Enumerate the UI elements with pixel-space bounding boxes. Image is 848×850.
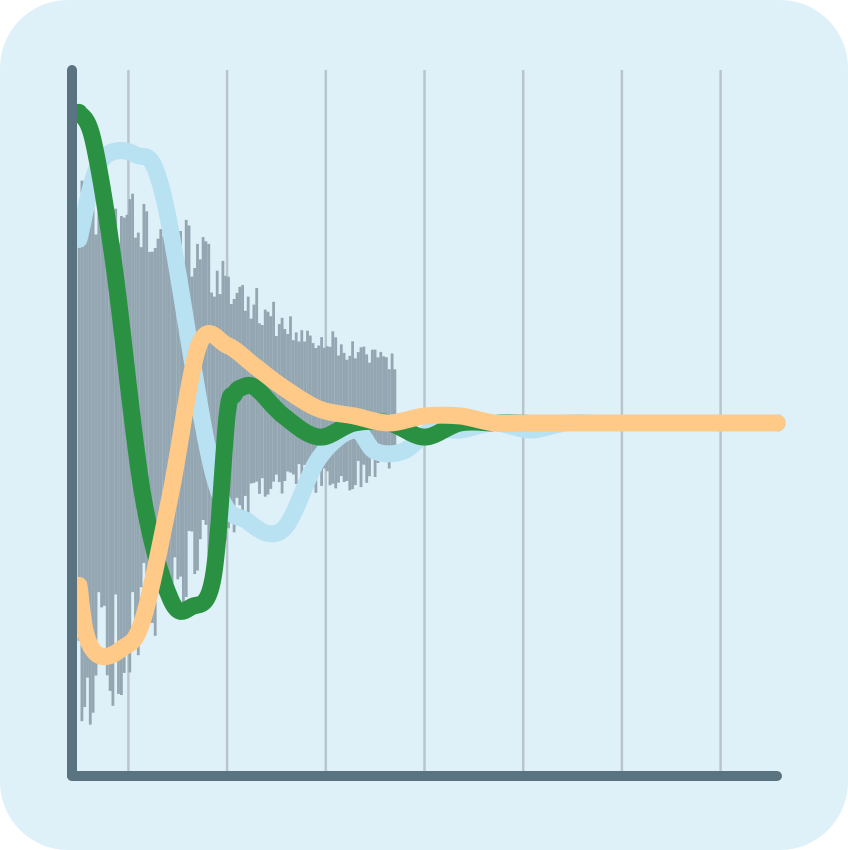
noise-bar-73 [283, 329, 287, 481]
noise-bar-76 [292, 340, 295, 475]
noise-bar-49 [215, 270, 219, 506]
noise-bar-77 [294, 332, 298, 484]
noise-bar-4 [88, 203, 92, 725]
series-line-orange [70, 325, 786, 666]
noise-bar-64 [258, 323, 261, 494]
noise-bar-26 [151, 251, 154, 623]
noise-bar-5 [91, 206, 95, 713]
noise-bar-10 [105, 238, 109, 676]
noise-bar-106 [376, 357, 380, 463]
noise-bar-99 [356, 352, 360, 461]
noise-bar-15 [120, 216, 123, 695]
line-series-group [70, 103, 786, 666]
noise-bar-13 [114, 208, 118, 595]
noise-bar-23 [142, 203, 146, 563]
noise-bar-14 [117, 242, 120, 694]
noise-bar-25 [148, 251, 151, 568]
noise-bar-51 [221, 260, 225, 501]
noise-bar-28 [156, 238, 160, 574]
noise-bar-111 [390, 353, 394, 451]
noise-bar-84 [314, 348, 318, 493]
noise-bar-22 [139, 247, 143, 588]
noise-bar-48 [213, 296, 216, 524]
noise-bar-1 [80, 180, 84, 722]
noise-bar-47 [210, 292, 213, 532]
noise-bar-3 [86, 185, 89, 678]
noise-bar-9 [103, 209, 106, 606]
noise-bar-58 [241, 285, 244, 519]
noise-bar-60 [246, 296, 250, 516]
noise-bar-27 [153, 248, 157, 636]
noise-bar-61 [249, 318, 253, 484]
axes [67, 65, 782, 781]
noise-bar-69 [272, 301, 275, 482]
noise-bar-11 [108, 245, 112, 691]
noise-bar-32 [167, 216, 171, 577]
noise-bar-12 [111, 220, 115, 706]
noise-bar-29 [159, 229, 163, 549]
noise-bar-107 [379, 351, 383, 456]
noise-bar-112 [393, 369, 397, 453]
noise-bar-31 [165, 213, 168, 582]
noise-bar-45 [204, 241, 208, 525]
noise-bar-0 [77, 240, 81, 641]
noise-bar-7 [97, 180, 101, 593]
noise-bar-109 [385, 357, 388, 458]
noise-bar-104 [370, 349, 374, 457]
noise-bar-2 [83, 237, 87, 707]
noise-bar-59 [244, 310, 247, 496]
noise-bar-108 [382, 356, 385, 452]
noise-bar-8 [100, 216, 103, 608]
noise-bar-74 [286, 334, 290, 472]
noise-bar-33 [170, 234, 174, 587]
noise-bar-34 [173, 261, 177, 558]
noise-bar-6 [94, 234, 98, 676]
noise-bar-24 [145, 211, 149, 602]
noise-bar-30 [162, 236, 166, 600]
noise-bar-101 [362, 346, 366, 465]
noise-bar-16 [122, 217, 126, 673]
noise-bar-46 [207, 243, 211, 559]
